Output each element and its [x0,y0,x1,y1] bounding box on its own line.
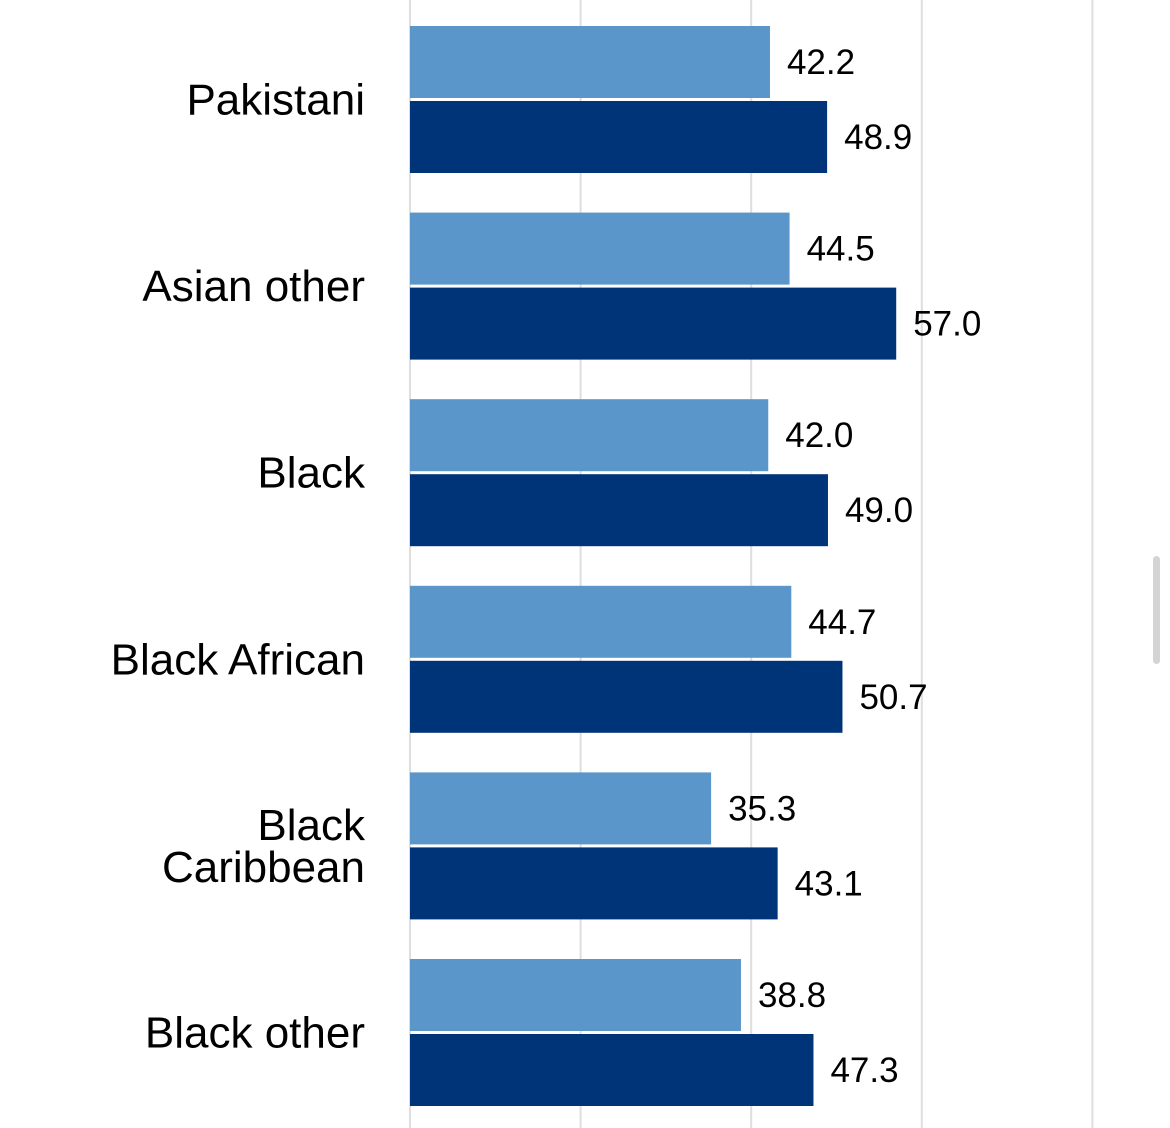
bar-black-caribbean-s2 [410,847,778,920]
category-label: Caribbean [162,843,365,892]
category-label: Black other [145,1009,365,1058]
value-label: 50.7 [859,678,927,717]
bar-black-other-s2 [410,1034,814,1106]
value-label: 44.7 [808,603,876,642]
category-label: Black [257,801,366,850]
vertical-scrollbar[interactable] [1153,556,1160,664]
value-label: 49.0 [845,491,913,530]
value-label: 48.9 [844,118,912,157]
value-label: 44.5 [807,230,875,269]
bar-black-s1 [410,399,769,472]
category-label: Black African [111,635,365,684]
value-label: 42.0 [785,416,853,455]
value-label: 38.8 [758,976,826,1015]
gridlines [409,0,1094,1128]
bar-asian-other-s1 [410,212,790,285]
category-label: Black [257,449,366,498]
bar-pakistani-s1 [410,26,770,98]
bar-black-african-s1 [410,585,792,658]
bar-asian-other-s2 [410,287,897,360]
bar-black-african-s2 [410,660,843,733]
value-label: 47.3 [830,1051,898,1090]
category-label: Asian other [142,262,365,311]
bars [410,26,897,1106]
labels: 42.2 48.9 Pakistani 44.5 57.0 Asian other 42.0… [111,43,982,1090]
bar-black-caribbean-s1 [410,772,712,845]
bar-black-other-s1 [410,959,741,1031]
category-label: Pakistani [186,76,365,125]
bar-pakistani-s2 [410,101,828,173]
bar-black-s2 [410,474,828,547]
value-label: 35.3 [728,789,796,828]
value-label: 42.2 [787,43,855,82]
value-label: 43.1 [795,864,863,903]
value-label: 57.0 [913,305,981,344]
